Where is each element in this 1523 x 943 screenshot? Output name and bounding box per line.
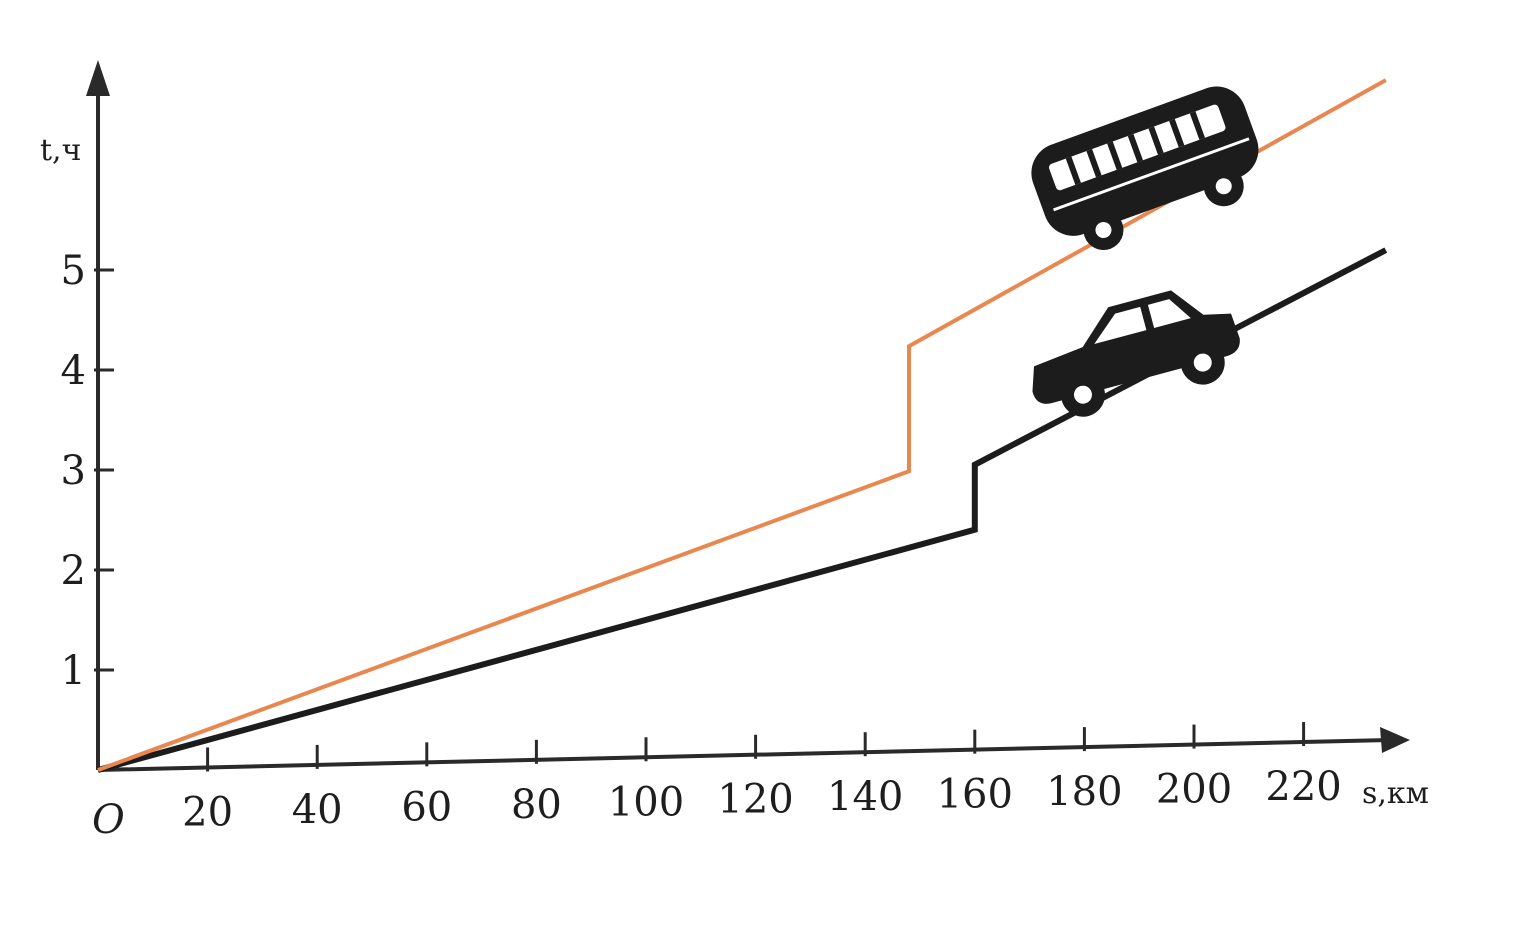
y-tick-label: 4 xyxy=(61,348,86,394)
y-axis-label: t,ч xyxy=(40,133,81,168)
x-tick-label: 100 xyxy=(608,779,684,825)
x-axis-label: s,км xyxy=(1362,776,1429,811)
y-axis-arrow-icon xyxy=(86,60,110,96)
ticks: 20 40 60 80 100 120 140 160 180 200 220 1 2 3 4 5 xyxy=(61,248,1342,835)
x-tick-label: 120 xyxy=(717,777,793,823)
y-tick-label: 1 xyxy=(61,648,86,694)
origin-label: O xyxy=(92,797,125,843)
axes xyxy=(86,60,1410,772)
x-tick-label: 160 xyxy=(937,772,1013,818)
x-tick-label: 20 xyxy=(182,789,233,835)
x-axis-arrow-icon xyxy=(1380,727,1410,753)
x-tick-label: 180 xyxy=(1046,769,1122,815)
x-tick-label: 80 xyxy=(511,782,562,828)
bus-series-line xyxy=(97,78,1387,772)
x-tick-label: 60 xyxy=(401,784,452,830)
x-tick-label: 220 xyxy=(1265,764,1341,810)
bus-icon xyxy=(1031,86,1259,251)
x-tick-label: 140 xyxy=(827,774,903,820)
car-icon xyxy=(1032,290,1240,417)
y-tick-label: 2 xyxy=(61,548,86,594)
x-tick-label: 200 xyxy=(1156,767,1232,813)
y-tick-label: 5 xyxy=(61,248,86,294)
y-tick-label: 3 xyxy=(61,448,86,494)
x-tick-label: 40 xyxy=(292,787,343,833)
x-axis xyxy=(97,738,1391,772)
